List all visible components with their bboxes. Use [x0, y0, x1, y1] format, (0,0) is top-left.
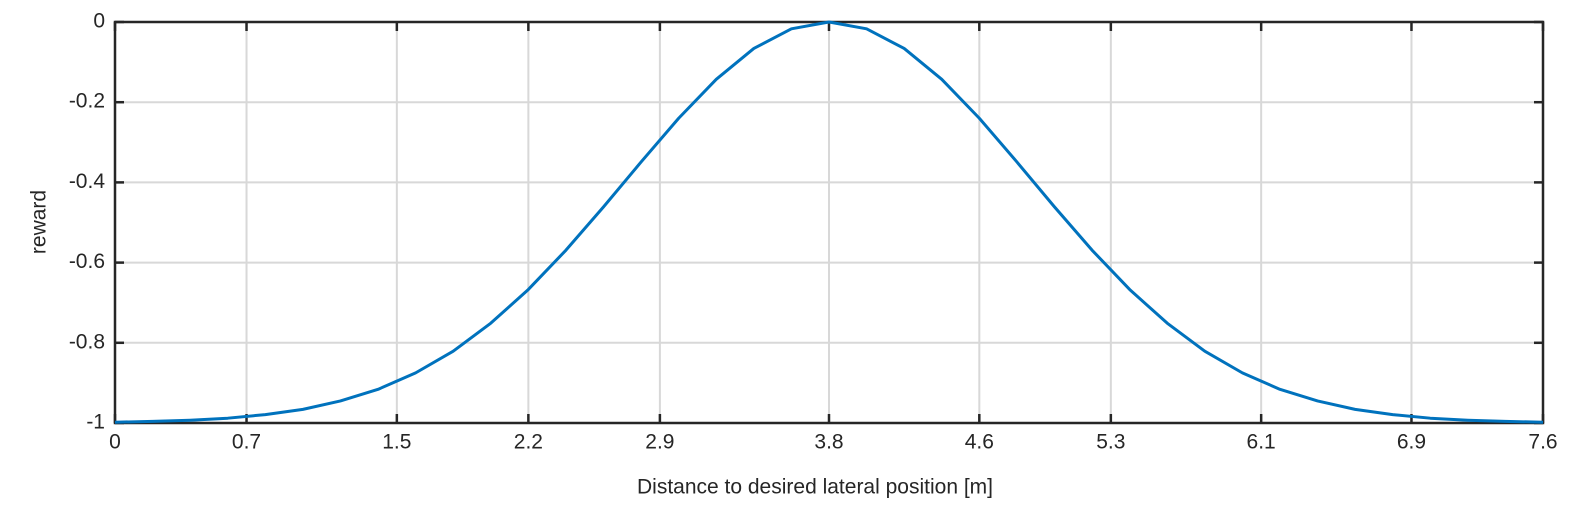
- data-line: [114, 20, 1544, 424]
- x-tick-label: 6.9: [1397, 431, 1426, 454]
- x-tick-label: 2.2: [514, 431, 543, 454]
- x-axis-label: Distance to desired lateral position [m]: [637, 476, 993, 499]
- x-tick-label: 7.6: [1528, 431, 1557, 454]
- y-tick-label: -0.4: [69, 170, 106, 193]
- x-tick-label: 0.7: [232, 431, 261, 454]
- y-tick-label: -0.8: [69, 330, 105, 353]
- y-tick-label: -0.6: [69, 250, 105, 273]
- y-tick-label: -0.2: [69, 90, 105, 113]
- x-tick-label: 1.5: [382, 431, 411, 454]
- y-axis-label: reward: [28, 190, 51, 254]
- x-tick-label: 2.9: [645, 431, 674, 454]
- x-tick-label: 5.3: [1096, 431, 1125, 454]
- x-tick-label: 0: [109, 431, 121, 454]
- y-tick-label: -1: [86, 411, 105, 434]
- y-tick-label: 0: [93, 10, 105, 33]
- x-tick-label: 4.6: [965, 431, 994, 454]
- x-tick-label: 3.8: [814, 431, 843, 454]
- x-tick-label: 6.1: [1247, 431, 1276, 454]
